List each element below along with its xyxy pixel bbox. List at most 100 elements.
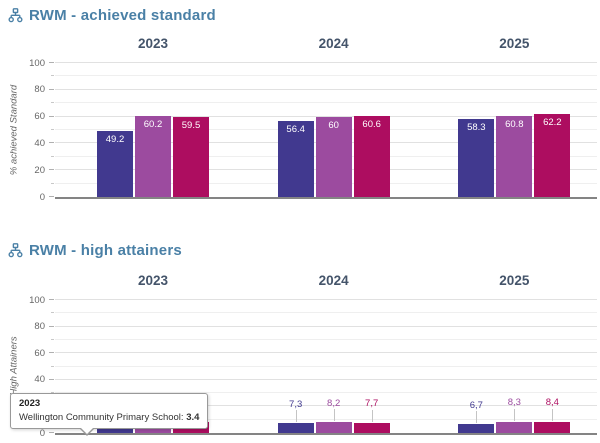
bar-2024-series3[interactable] xyxy=(353,115,390,197)
chart-header: RWM - high attainers xyxy=(8,242,182,259)
y-tick-label: 80 xyxy=(34,320,45,332)
bar-value-label: 60 xyxy=(328,119,339,131)
chart-title: RWM - achieved standard xyxy=(29,7,216,24)
gridline xyxy=(55,325,597,327)
label-connector xyxy=(552,408,554,421)
bar-value-label: 59.5 xyxy=(181,120,201,132)
bar-value-label: 56.4 xyxy=(286,124,305,136)
category-label: 2023 xyxy=(137,273,169,288)
bar-value-label: 7,3 xyxy=(289,398,303,410)
bar-value-label: 8,2 xyxy=(327,397,341,409)
bar-2023-series2[interactable] xyxy=(135,116,171,197)
gridline xyxy=(55,102,597,104)
category-label: 2023 xyxy=(137,36,169,51)
y-axis-tick xyxy=(49,378,54,380)
category-label: 2024 xyxy=(318,273,349,288)
chart-tooltip: 2023 Wellington Community Primary School… xyxy=(10,393,209,436)
y-axis-tick xyxy=(51,365,54,367)
bar-value-label: 7,7 xyxy=(365,398,379,410)
bar-group-2024: 2024 56.4 60 60.6 xyxy=(277,36,390,197)
bar-2025-series3[interactable] xyxy=(534,421,571,433)
bar-2024-series2[interactable] xyxy=(315,116,352,197)
y-tick-label: 0 xyxy=(39,191,45,203)
y-axis-tick xyxy=(49,196,54,197)
y-tick-label: 20 xyxy=(34,164,45,176)
gridline xyxy=(55,378,597,380)
bar-value-label: 58.3 xyxy=(467,121,486,133)
gridline xyxy=(55,365,597,367)
y-axis-tick xyxy=(49,88,54,90)
y-tick-label: 60 xyxy=(34,110,45,122)
gridline xyxy=(55,405,597,407)
chart-title: RWM - high attainers xyxy=(29,242,182,259)
gridline xyxy=(55,115,597,117)
y-tick-label: 40 xyxy=(34,374,45,386)
gridline xyxy=(55,418,597,420)
chart-header: RWM - achieved standard xyxy=(8,7,216,24)
y-axis-tick xyxy=(49,299,54,300)
bar-2025-series1[interactable] xyxy=(458,118,495,197)
y-axis-tick xyxy=(49,115,54,117)
y-axis-tick xyxy=(49,325,54,327)
y-axis-tick xyxy=(49,352,54,354)
bar-2025-series1[interactable] xyxy=(458,424,495,433)
y-axis-tick xyxy=(51,392,54,394)
bar-group-2023: 2023 49.2 60.2 59.5 xyxy=(97,36,209,197)
y-tick-label: 100 xyxy=(29,294,45,306)
gridline xyxy=(55,299,597,300)
gridline xyxy=(55,338,597,340)
label-connector xyxy=(476,411,478,424)
y-axis-tick xyxy=(49,62,54,63)
bar-group-2024: 2024 7,3 8,2 7,7 xyxy=(277,273,390,433)
bar-2024-series3[interactable] xyxy=(353,422,390,433)
tooltip-value: 3.4 xyxy=(186,412,200,423)
y-axis-tick xyxy=(51,129,54,130)
y-axis-tick xyxy=(49,432,54,433)
plot-area: 0 20 40 60 80 100 2023 49.2 60.2 59.5 2024 56.4 60 60… xyxy=(29,36,597,201)
bar-group-2025: 2025 6,7 8,3 8,4 xyxy=(458,273,571,433)
label-connector xyxy=(333,409,335,422)
y-axis-tick xyxy=(51,102,54,104)
chart-section-achieved-standard: RWM - achieved standard % achieved Stand… xyxy=(8,7,597,201)
gridline xyxy=(55,312,597,314)
y-tick-label: 80 xyxy=(34,84,45,96)
tooltip-body: Wellington Community Primary School: 3.4 xyxy=(19,412,199,423)
y-tick-label: 60 xyxy=(34,347,45,359)
y-axis-tick xyxy=(49,169,54,171)
y-tick-label: 0 xyxy=(39,427,45,439)
tooltip-series-name: Wellington Community Primary School xyxy=(19,412,181,423)
gridline xyxy=(55,88,597,90)
bar-2025-series2[interactable] xyxy=(496,115,533,197)
bar-group-2025: 2025 58.3 60.8 62.2 xyxy=(458,36,571,197)
bar-2023-series1[interactable] xyxy=(97,131,133,197)
bar-2025-series2[interactable] xyxy=(496,421,533,433)
y-axis-tick xyxy=(51,312,54,314)
bar-2024-series1[interactable] xyxy=(277,121,314,197)
bar-value-label: 8,4 xyxy=(545,397,559,409)
gridline xyxy=(55,392,597,394)
y-axis-tick xyxy=(51,182,54,184)
bar-2025-series3[interactable] xyxy=(534,113,571,197)
bar-2023-series3[interactable] xyxy=(173,117,209,197)
y-tick-label: 40 xyxy=(34,137,45,149)
label-connector xyxy=(514,408,516,421)
bar-2024-series2[interactable] xyxy=(315,422,352,433)
bar-value-label: 60.6 xyxy=(362,118,381,130)
bar-2024-series1[interactable] xyxy=(277,423,314,433)
y-axis-tick xyxy=(51,338,54,340)
label-connector xyxy=(371,409,373,422)
plot-area: 02040608010020233,48,98,220247,38,27,720… xyxy=(29,273,597,437)
bar-value-label: 60.2 xyxy=(143,119,163,131)
bar-value-label: 8,3 xyxy=(507,397,521,409)
bar-value-label: 6,7 xyxy=(469,399,483,411)
gridline xyxy=(55,62,597,63)
bar-value-label: 49.2 xyxy=(105,134,125,146)
sitemap-icon xyxy=(8,243,23,258)
label-connector xyxy=(295,410,297,423)
tooltip-category: 2023 xyxy=(19,398,41,409)
y-axis-tick xyxy=(51,155,54,157)
category-label: 2025 xyxy=(499,273,530,288)
bar-2023-series1[interactable] xyxy=(97,428,133,433)
gridline xyxy=(55,352,597,354)
tooltip-separator: : xyxy=(180,412,187,423)
